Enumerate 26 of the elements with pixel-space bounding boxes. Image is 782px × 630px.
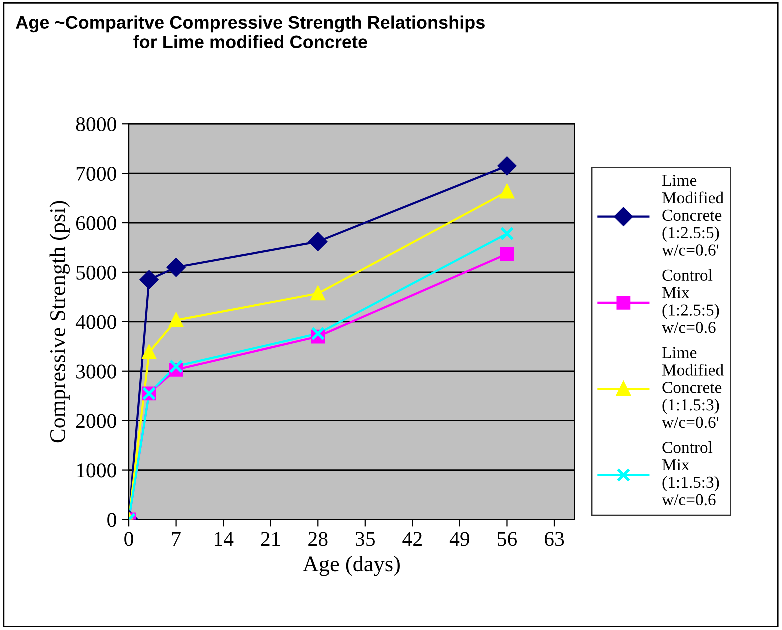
y-tick-label: 1000 xyxy=(77,464,116,478)
x-tick-label: 35 xyxy=(356,532,376,546)
x-tick-label: 7 xyxy=(172,532,181,546)
y-tick-label: 2000 xyxy=(76,414,116,428)
chart-title: Age ~Comparitve Compressive Strength Relationships for Lime modified Concrete xyxy=(16,16,485,49)
legend-label: Control Mix (1:1.5:3) w/c=0.6 xyxy=(662,442,720,506)
y-tick-label: 4000 xyxy=(76,315,116,330)
y-tick-label: 7000 xyxy=(76,166,116,181)
x-tick-label: 42 xyxy=(402,532,422,546)
y-axis-title: Compressive Strength (psi) xyxy=(50,201,70,443)
legend-label: Lime Modified Concrete (1:2.5:5) w/c=0.6' xyxy=(662,175,724,256)
x-tick-label: 63 xyxy=(544,532,564,546)
legend-label: Control Mix (1:2.5:5) w/c=0.6 xyxy=(662,269,720,334)
y-tick-label: 3000 xyxy=(76,364,116,379)
x-tick-label: 14 xyxy=(214,532,234,546)
x-tick-label: 0 xyxy=(124,532,134,546)
y-tick-label: 0 xyxy=(108,513,116,528)
y-tick-label: 6000 xyxy=(76,216,116,230)
x-tick-label: 49 xyxy=(450,532,470,546)
y-tick-label: 8000 xyxy=(76,117,116,132)
legend-label: Lime Modified Concrete (1:1.5:3) w/c=0.6' xyxy=(662,347,724,428)
x-tick-label: 21 xyxy=(261,532,280,546)
x-axis-title: Age (days) xyxy=(303,556,400,576)
x-tick-label: 56 xyxy=(498,532,518,546)
x-tick-label: 28 xyxy=(308,532,328,546)
y-tick-label: 5000 xyxy=(76,266,116,280)
